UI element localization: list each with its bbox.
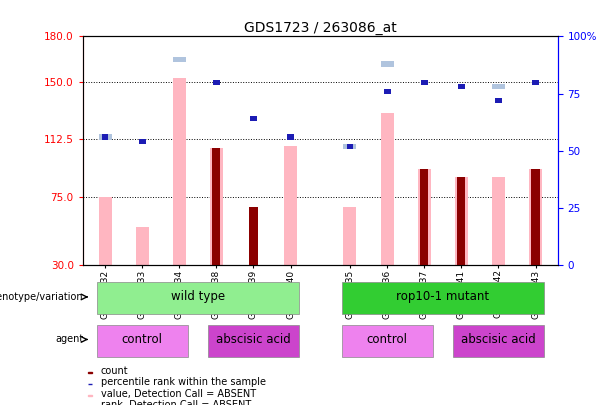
Bar [88,395,93,396]
Text: control: control [121,333,162,346]
Bar [455,177,468,265]
Bar [88,372,93,373]
Text: agent: agent [55,335,83,345]
Text: percentile rank within the sample: percentile rank within the sample [101,377,265,387]
Bar [287,134,294,140]
Bar [173,78,186,265]
Text: wild type: wild type [171,290,225,303]
FancyBboxPatch shape [97,282,299,314]
Bar [135,227,148,265]
Bar [384,89,390,94]
Bar [139,139,146,144]
Bar [531,169,539,265]
FancyBboxPatch shape [208,324,299,357]
Bar [284,146,297,265]
Text: rank, Detection Call = ABSENT: rank, Detection Call = ABSENT [101,400,251,405]
Text: value, Detection Call = ABSENT: value, Detection Call = ABSENT [101,388,256,399]
Bar [417,169,431,265]
Bar [457,177,465,265]
Text: control: control [367,333,408,346]
Bar [99,197,112,265]
Bar [249,207,257,265]
Text: rop10-1 mutant: rop10-1 mutant [396,290,489,303]
FancyBboxPatch shape [341,282,544,314]
Text: abscisic acid: abscisic acid [216,333,291,346]
Bar [420,169,428,265]
Bar [250,116,257,121]
Bar [173,57,186,62]
Bar [492,84,505,90]
Bar [421,79,428,85]
Bar [458,84,465,90]
Bar [210,148,223,265]
Bar [343,207,357,265]
Bar [343,144,357,149]
Bar [532,79,539,85]
Bar [492,177,505,265]
FancyBboxPatch shape [453,324,544,357]
Title: GDS1723 / 263086_at: GDS1723 / 263086_at [244,21,397,35]
Text: count: count [101,366,128,375]
Bar [346,144,354,149]
Bar [99,134,112,140]
FancyBboxPatch shape [97,324,188,357]
Bar [495,98,502,103]
Bar [212,148,221,265]
Bar [381,61,394,66]
Bar [529,169,542,265]
Text: abscisic acid: abscisic acid [461,333,536,346]
FancyBboxPatch shape [341,324,433,357]
Bar [213,79,220,85]
Bar [381,113,394,265]
Bar [102,134,109,140]
Text: genotype/variation: genotype/variation [0,292,83,302]
